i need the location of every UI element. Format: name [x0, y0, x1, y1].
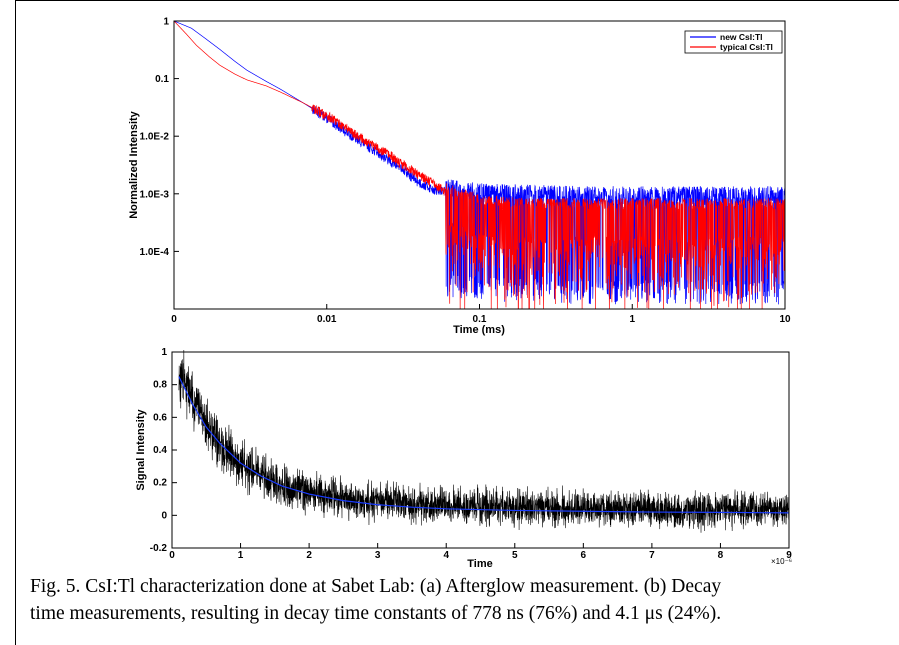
- afterglow-ytick-label-3: 1.0E-3: [140, 189, 170, 200]
- decay-data-series: [178, 350, 790, 533]
- afterglow-xtick-label-4: 10: [779, 314, 791, 325]
- decay-chart: 0 1 2 3 4 5 6 7 8 9-0.200.20.40.60.81 Time Signal…: [135, 347, 792, 570]
- decay-series-layer: [178, 350, 790, 533]
- afterglow-series-0: [173, 20, 786, 305]
- decay-ytick-label-6: 1: [161, 347, 167, 358]
- decay-xtick-label-5: 5: [512, 550, 518, 561]
- legend-label-typical: typical CsI:Tl: [720, 42, 773, 52]
- caption-line-2: time measurements, resulting in decay ti…: [30, 603, 722, 624]
- decay-ytick-label-1: 0: [161, 510, 167, 521]
- afterglow-xtick-label-0: 0: [171, 314, 177, 325]
- afterglow-ticks: 0 0.01 0.1 1 10 1 0.1 1.0E-2 1.0E-3 1.0E-4: [140, 17, 791, 326]
- decay-xtick-label-7: 7: [649, 550, 655, 561]
- decay-xtick-label-9: 9: [786, 550, 792, 561]
- afterglow-chart: 0 0.01 0.1 1 10 1 0.1 1.0E-2 1.0E-3 1.0E-4 Time (…: [128, 17, 791, 337]
- decay-x-multiplier: ×10⁻⁶: [771, 557, 792, 566]
- afterglow-xtick-label-3: 1: [629, 314, 635, 325]
- afterglow-xtick-label-1: 0.01: [317, 314, 337, 325]
- afterglow-ytick-label-1: 0.1: [155, 74, 169, 85]
- afterglow-xtick-label-2: 0.1: [473, 314, 487, 325]
- decay-xtick-label-2: 2: [306, 550, 312, 561]
- decay-ticks: 0 1 2 3 4 5 6 7 8 9-0.200.20.40.60.81: [150, 347, 792, 561]
- decay-xtick-label-4: 4: [443, 550, 449, 561]
- legend-label-new: new CsI:Tl: [720, 32, 763, 42]
- afterglow-ytick-label-2: 1.0E-2: [140, 132, 170, 143]
- afterglow-series-layer: [173, 20, 786, 310]
- decay-xtick-label-8: 8: [718, 550, 724, 561]
- decay-ytick-label-5: 0.8: [153, 380, 167, 391]
- afterglow-series-1: [173, 20, 786, 310]
- decay-xtick-label-6: 6: [581, 550, 587, 561]
- caption-line-1: Fig. 5. CsI:Tl characterization done at …: [30, 576, 722, 597]
- decay-xtick-label-0: 0: [169, 550, 175, 561]
- decay-ylabel: Signal Intensity: [135, 408, 147, 490]
- decay-ytick-label-3: 0.4: [153, 445, 167, 456]
- decay-fit-curve: [178, 376, 790, 514]
- afterglow-xlabel: Time (ms): [453, 324, 505, 336]
- figure-frame: [15, 0, 899, 645]
- afterglow-ylabel: Normalized Intensity: [128, 110, 140, 218]
- decay-ytick-label-0: -0.2: [150, 543, 168, 554]
- decay-ytick-label-2: 0.2: [153, 478, 167, 489]
- decay-xtick-label-1: 1: [238, 550, 244, 561]
- afterglow-ytick-label-4: 1.0E-4: [140, 247, 170, 258]
- afterglow-ytick-label-0: 1: [163, 17, 169, 28]
- afterglow-legend: new CsI:Tl typical CsI:Tl: [684, 30, 783, 54]
- decay-xlabel: Time: [467, 558, 492, 570]
- decay-xtick-label-3: 3: [375, 550, 381, 561]
- figure-caption: Fig. 5. CsI:Tl characterization done at …: [30, 573, 890, 627]
- decay-ytick-label-4: 0.6: [153, 412, 167, 423]
